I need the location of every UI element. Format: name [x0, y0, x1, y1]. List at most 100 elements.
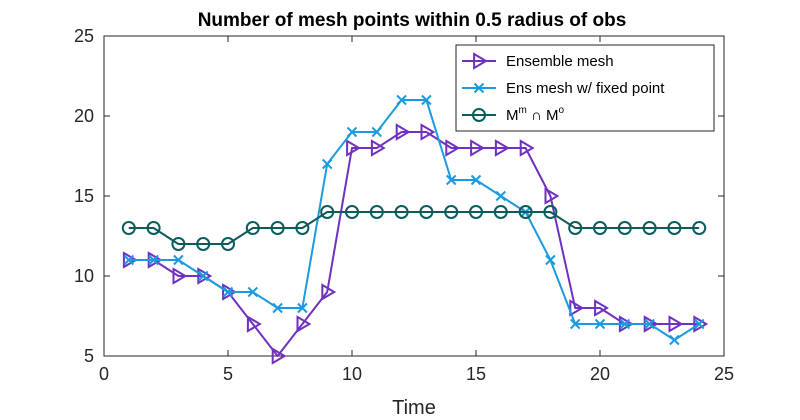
legend-label: Ensemble mesh: [506, 53, 614, 70]
data-point: [594, 318, 606, 330]
data-point: [617, 221, 632, 235]
data-point: [296, 315, 312, 333]
data-point: [321, 283, 337, 301]
data-point-stroke: [545, 254, 556, 266]
data-point: [593, 221, 607, 235]
data-point-stroke: [619, 318, 631, 330]
x-tick-label: 10: [342, 364, 362, 384]
data-point: [172, 267, 188, 285]
data-point-stroke: [445, 174, 457, 186]
data-point-stroke: [421, 94, 432, 106]
data-point: [420, 123, 436, 141]
data-point: [470, 139, 485, 157]
data-point: [568, 221, 583, 235]
data-point-stroke: [148, 254, 159, 266]
legend-box: [455, 44, 715, 132]
data-point: [222, 283, 237, 301]
data-point: [473, 82, 485, 94]
legend-label-part: ∩: [527, 107, 546, 124]
data-point: [246, 315, 262, 333]
data-point: [394, 205, 409, 219]
data-point: [272, 302, 283, 314]
legend-entry: Ens mesh w/ fixed point: [462, 80, 665, 97]
y-tick-label: 25: [74, 26, 94, 46]
series-layer: [121, 94, 709, 365]
data-point: [370, 139, 386, 157]
data-point-stroke: [669, 334, 680, 346]
data-point: [692, 221, 707, 235]
data-point: [444, 205, 459, 219]
data-point-stroke: [272, 302, 283, 314]
data-point: [346, 126, 358, 138]
data-point: [197, 270, 209, 282]
y-tick-label: 10: [74, 266, 94, 286]
data-point-stroke: [693, 318, 705, 330]
series-line: [128, 99, 700, 341]
legend: Ensemble mesh Ens mesh w/ fixed point Mm ∩…: [455, 44, 715, 132]
data-point: [642, 221, 657, 235]
data-point: [173, 254, 184, 266]
series-2: [123, 94, 705, 346]
legend-label-part: M: [546, 107, 559, 124]
y-tick-label: 15: [74, 186, 94, 206]
data-point: [544, 187, 560, 205]
data-point: [270, 221, 285, 235]
series-3: [121, 205, 707, 251]
data-point: [518, 205, 533, 219]
data-point: [667, 221, 682, 235]
data-point: [545, 254, 556, 266]
data-point-stroke: [396, 94, 407, 106]
data-point: [295, 221, 310, 235]
data-point: [644, 318, 655, 330]
data-point: [519, 139, 535, 157]
data-point-stroke: [495, 190, 507, 202]
data-point-stroke: [594, 318, 606, 330]
data-point-stroke: [297, 302, 308, 314]
data-point: [297, 302, 308, 314]
data-point-stroke: [470, 174, 482, 186]
data-point: [493, 205, 508, 219]
x-tick-label: 0: [99, 364, 109, 384]
data-point: [122, 251, 138, 269]
data-point: [320, 205, 335, 219]
data-point: [569, 318, 581, 330]
y-tick-label: 5: [84, 346, 94, 366]
x-tick-label: 25: [714, 364, 734, 384]
data-point: [419, 205, 434, 219]
legend-label-part: o: [558, 105, 564, 116]
data-point: [371, 126, 383, 138]
data-point-stroke: [173, 254, 184, 266]
data-point: [543, 205, 558, 219]
x-tick-label: 15: [466, 364, 486, 384]
data-point-stroke: [123, 254, 135, 266]
data-point: [396, 94, 407, 106]
data-point: [171, 237, 186, 251]
data-point: [148, 254, 159, 266]
data-point-stroke: [644, 318, 655, 330]
legend-label-part: M: [506, 107, 519, 124]
data-point: [668, 315, 684, 333]
data-point: [197, 267, 213, 285]
data-point: [445, 139, 461, 157]
legend-entry: Mm ∩ Mo: [462, 105, 564, 124]
data-point-stroke: [247, 286, 259, 298]
data-point: [346, 139, 361, 157]
data-point: [395, 123, 411, 141]
legend-label-part: m: [519, 105, 527, 116]
data-point: [245, 221, 260, 235]
data-point: [369, 205, 384, 219]
series-line: [128, 211, 700, 245]
data-point: [470, 174, 482, 186]
data-point: [495, 190, 507, 202]
data-point-stroke: [569, 318, 581, 330]
chart-title: Number of mesh points within 0.5 radius …: [198, 10, 627, 31]
data-point-stroke: [197, 270, 209, 282]
data-point: [196, 237, 211, 251]
data-point: [472, 108, 486, 122]
data-point: [569, 299, 585, 317]
data-point-stroke: [346, 126, 358, 138]
data-point: [693, 315, 709, 333]
data-point: [669, 334, 680, 346]
